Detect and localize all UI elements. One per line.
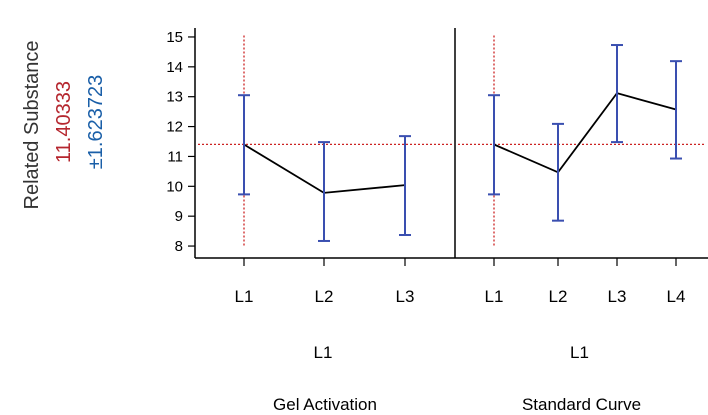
y-tick-label: 13 [166,89,183,106]
x-tick-label: L1 [485,287,504,306]
y-tick-label: 14 [166,59,183,76]
factor-label: Gel Activation [273,395,377,414]
predicted-value: 11.40333 [53,81,75,163]
y-tick-label: 12 [166,119,183,136]
x-tick-label: L3 [608,287,627,306]
y-tick-label: 11 [167,148,183,165]
current-level-label: L1 [570,343,589,362]
y-axis: 8 9 10 11 12 13 14 15 [166,29,195,255]
x-tick-label: L2 [549,287,568,306]
response-line [493,92,677,174]
y-tick-label: 10 [166,178,183,195]
panel-standard-curve: L1 L2 L3 L4 L1 Standard Curve [458,35,706,414]
current-level-label: L1 [314,343,333,362]
factor-label: Standard Curve [522,395,641,414]
x-tick-label: L2 [315,287,334,306]
x-tick-label: L1 [235,287,254,306]
panel-gel-activation: L1 L2 L3 L1 Gel Activation [198,35,453,414]
x-tick-label: L4 [667,287,686,306]
x-tick-label: L3 [396,287,415,306]
y-axis-label: Related Substance [21,40,43,209]
confidence-interval: ±1.623723 [85,75,107,169]
y-tick-label: 15 [166,29,183,46]
y-tick-label: 9 [175,208,183,225]
y-tick-label: 8 [175,238,183,255]
